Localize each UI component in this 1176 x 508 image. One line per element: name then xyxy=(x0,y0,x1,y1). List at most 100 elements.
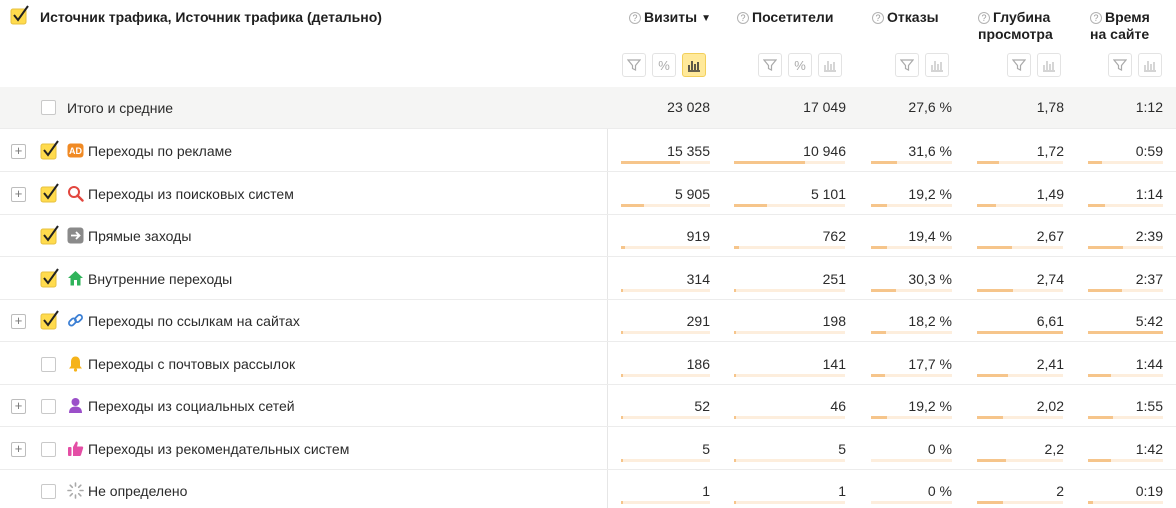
expand-row-button[interactable]: + xyxy=(11,442,26,457)
bar-chart-button[interactable] xyxy=(818,53,842,77)
cell-depth: 6,61 xyxy=(1036,313,1064,329)
help-icon[interactable]: ? xyxy=(978,12,990,24)
time-column-header[interactable]: ? Время на сайте xyxy=(1090,9,1150,42)
visitors-column-header[interactable]: ? Посетители xyxy=(737,9,833,26)
cell-visitors: 5 xyxy=(838,441,846,457)
bar-fill-time xyxy=(1088,246,1123,249)
bar-track-visitors xyxy=(734,246,845,249)
bar-track-visitors xyxy=(734,161,845,164)
row-label[interactable]: Переходы с почтовых рассылок xyxy=(88,356,296,372)
row-label[interactable]: Переходы по ссылкам на сайтах xyxy=(88,313,300,329)
bar-track-visits xyxy=(621,459,710,462)
bar-track-bounce xyxy=(871,331,952,334)
cell-visitors: 46 xyxy=(830,398,846,414)
bar-fill-time xyxy=(1088,331,1163,334)
cell-time: 1:44 xyxy=(1135,356,1163,372)
depth-column-header[interactable]: ? Глубина просмотра xyxy=(978,9,1053,42)
bar-fill-visitors xyxy=(734,204,767,207)
social-icon xyxy=(67,397,83,413)
bar-fill-visitors xyxy=(734,331,736,334)
help-icon[interactable]: ? xyxy=(1090,12,1102,24)
bar-track-time xyxy=(1088,161,1163,164)
expand-row-button[interactable]: + xyxy=(11,144,26,159)
table-row[interactable]: + Переходы из рекомендательных систем 5 5 0 … xyxy=(0,427,1176,470)
bar-chart-button[interactable] xyxy=(925,53,949,77)
table-row[interactable]: + Переходы из социальных сетей 52 46 19,2 % 2… xyxy=(0,384,1176,427)
row-checkbox[interactable] xyxy=(40,140,59,160)
bar-track-visitors xyxy=(734,501,845,504)
bar-track-visitors xyxy=(734,416,845,419)
bar-chart-button[interactable] xyxy=(682,53,706,77)
totals-checkbox[interactable] xyxy=(41,100,56,115)
bar-fill-bounce xyxy=(871,161,897,164)
bar-track-depth xyxy=(977,501,1063,504)
table-row[interactable]: Переходы с почтовых рассылок 186 141 17,7 %… xyxy=(0,342,1176,385)
row-checkbox[interactable] xyxy=(41,442,56,457)
bar-fill-depth xyxy=(977,501,1003,504)
bar-fill-time xyxy=(1088,289,1122,292)
row-checkbox[interactable] xyxy=(40,310,59,330)
cell-visitors: 251 xyxy=(822,271,846,287)
row-checkbox[interactable] xyxy=(41,484,56,499)
table-row[interactable]: Прямые заходы 919 762 19,4 % 2,67 2:39 xyxy=(0,214,1176,257)
cell-visitors: 10 946 xyxy=(803,143,846,159)
help-icon[interactable]: ? xyxy=(629,12,641,24)
filter-button[interactable] xyxy=(1108,53,1132,77)
row-label[interactable]: Внутренние переходы xyxy=(88,271,233,287)
percent-button[interactable]: % xyxy=(652,53,676,77)
dimension-header[interactable]: Источник трафика, Источник трафика (дета… xyxy=(40,9,382,25)
filter-button[interactable] xyxy=(895,53,919,77)
bar-track-depth xyxy=(977,459,1063,462)
row-label[interactable]: Переходы из поисковых систем xyxy=(88,186,294,202)
table-row[interactable]: + Переходы по ссылкам на сайтах 291 198 18,2… xyxy=(0,299,1176,342)
percent-button[interactable]: % xyxy=(788,53,812,77)
cell-visits: 291 xyxy=(686,313,710,329)
bar-track-time xyxy=(1088,374,1163,377)
table-row[interactable]: Внутренние переходы 314 251 30,3 % 2,74 2:37 xyxy=(0,257,1176,300)
table-row[interactable]: + Переходы из поисковых систем 5 905 5 101 1… xyxy=(0,172,1176,215)
sort-desc-icon[interactable]: ▼ xyxy=(701,13,712,24)
row-checkbox[interactable] xyxy=(40,268,59,288)
cell-visits: 919 xyxy=(686,228,710,244)
ad-icon: AD xyxy=(67,142,84,158)
row-checkbox[interactable] xyxy=(41,357,56,372)
cell-bounce: 18,2 % xyxy=(908,313,952,329)
cell-visitors: 1 xyxy=(838,483,846,499)
help-icon[interactable]: ? xyxy=(872,12,884,24)
row-checkbox[interactable] xyxy=(40,183,59,203)
totals-bounce: 27,6 % xyxy=(908,99,952,115)
bar-fill-visitors xyxy=(734,374,736,377)
filter-button[interactable] xyxy=(622,53,646,77)
bar-track-time xyxy=(1088,459,1163,462)
bar-track-time xyxy=(1088,416,1163,419)
expand-row-button[interactable]: + xyxy=(11,314,26,329)
table-row[interactable]: + AD Переходы по рекламе 15 355 10 946 31,6 %… xyxy=(0,129,1176,172)
table-row[interactable]: Не определено 1 1 0 % 2 0:19 xyxy=(0,469,1176,508)
bar-track-visitors xyxy=(734,204,845,207)
select-all-checkbox[interactable] xyxy=(10,5,29,25)
bar-track-bounce xyxy=(871,374,952,377)
bar-chart-button[interactable] xyxy=(1037,53,1061,77)
help-icon[interactable]: ? xyxy=(737,12,749,24)
row-label[interactable]: Переходы по рекламе xyxy=(88,143,233,159)
row-label[interactable]: Прямые заходы xyxy=(88,228,192,244)
bar-fill-visits xyxy=(621,161,680,164)
bar-fill-depth xyxy=(977,416,1003,419)
spinner-icon xyxy=(67,482,84,499)
expand-row-button[interactable]: + xyxy=(11,187,26,202)
visits-column-header[interactable]: ? Визиты ▼ xyxy=(629,9,711,27)
row-label[interactable]: Не определено xyxy=(88,483,188,499)
expand-row-button[interactable]: + xyxy=(11,399,26,414)
bounce-column-header[interactable]: ? Отказы xyxy=(872,9,939,26)
bar-track-depth xyxy=(977,331,1063,334)
cell-time: 2:39 xyxy=(1135,228,1163,244)
row-label[interactable]: Переходы из рекомендательных систем xyxy=(88,441,350,457)
row-checkbox[interactable] xyxy=(40,225,59,245)
cell-depth: 2 xyxy=(1056,483,1064,499)
filter-button[interactable] xyxy=(1007,53,1031,77)
row-checkbox[interactable] xyxy=(41,399,56,414)
row-label[interactable]: Переходы из социальных сетей xyxy=(88,398,295,414)
bar-chart-button[interactable] xyxy=(1138,53,1162,77)
filter-button[interactable] xyxy=(758,53,782,77)
